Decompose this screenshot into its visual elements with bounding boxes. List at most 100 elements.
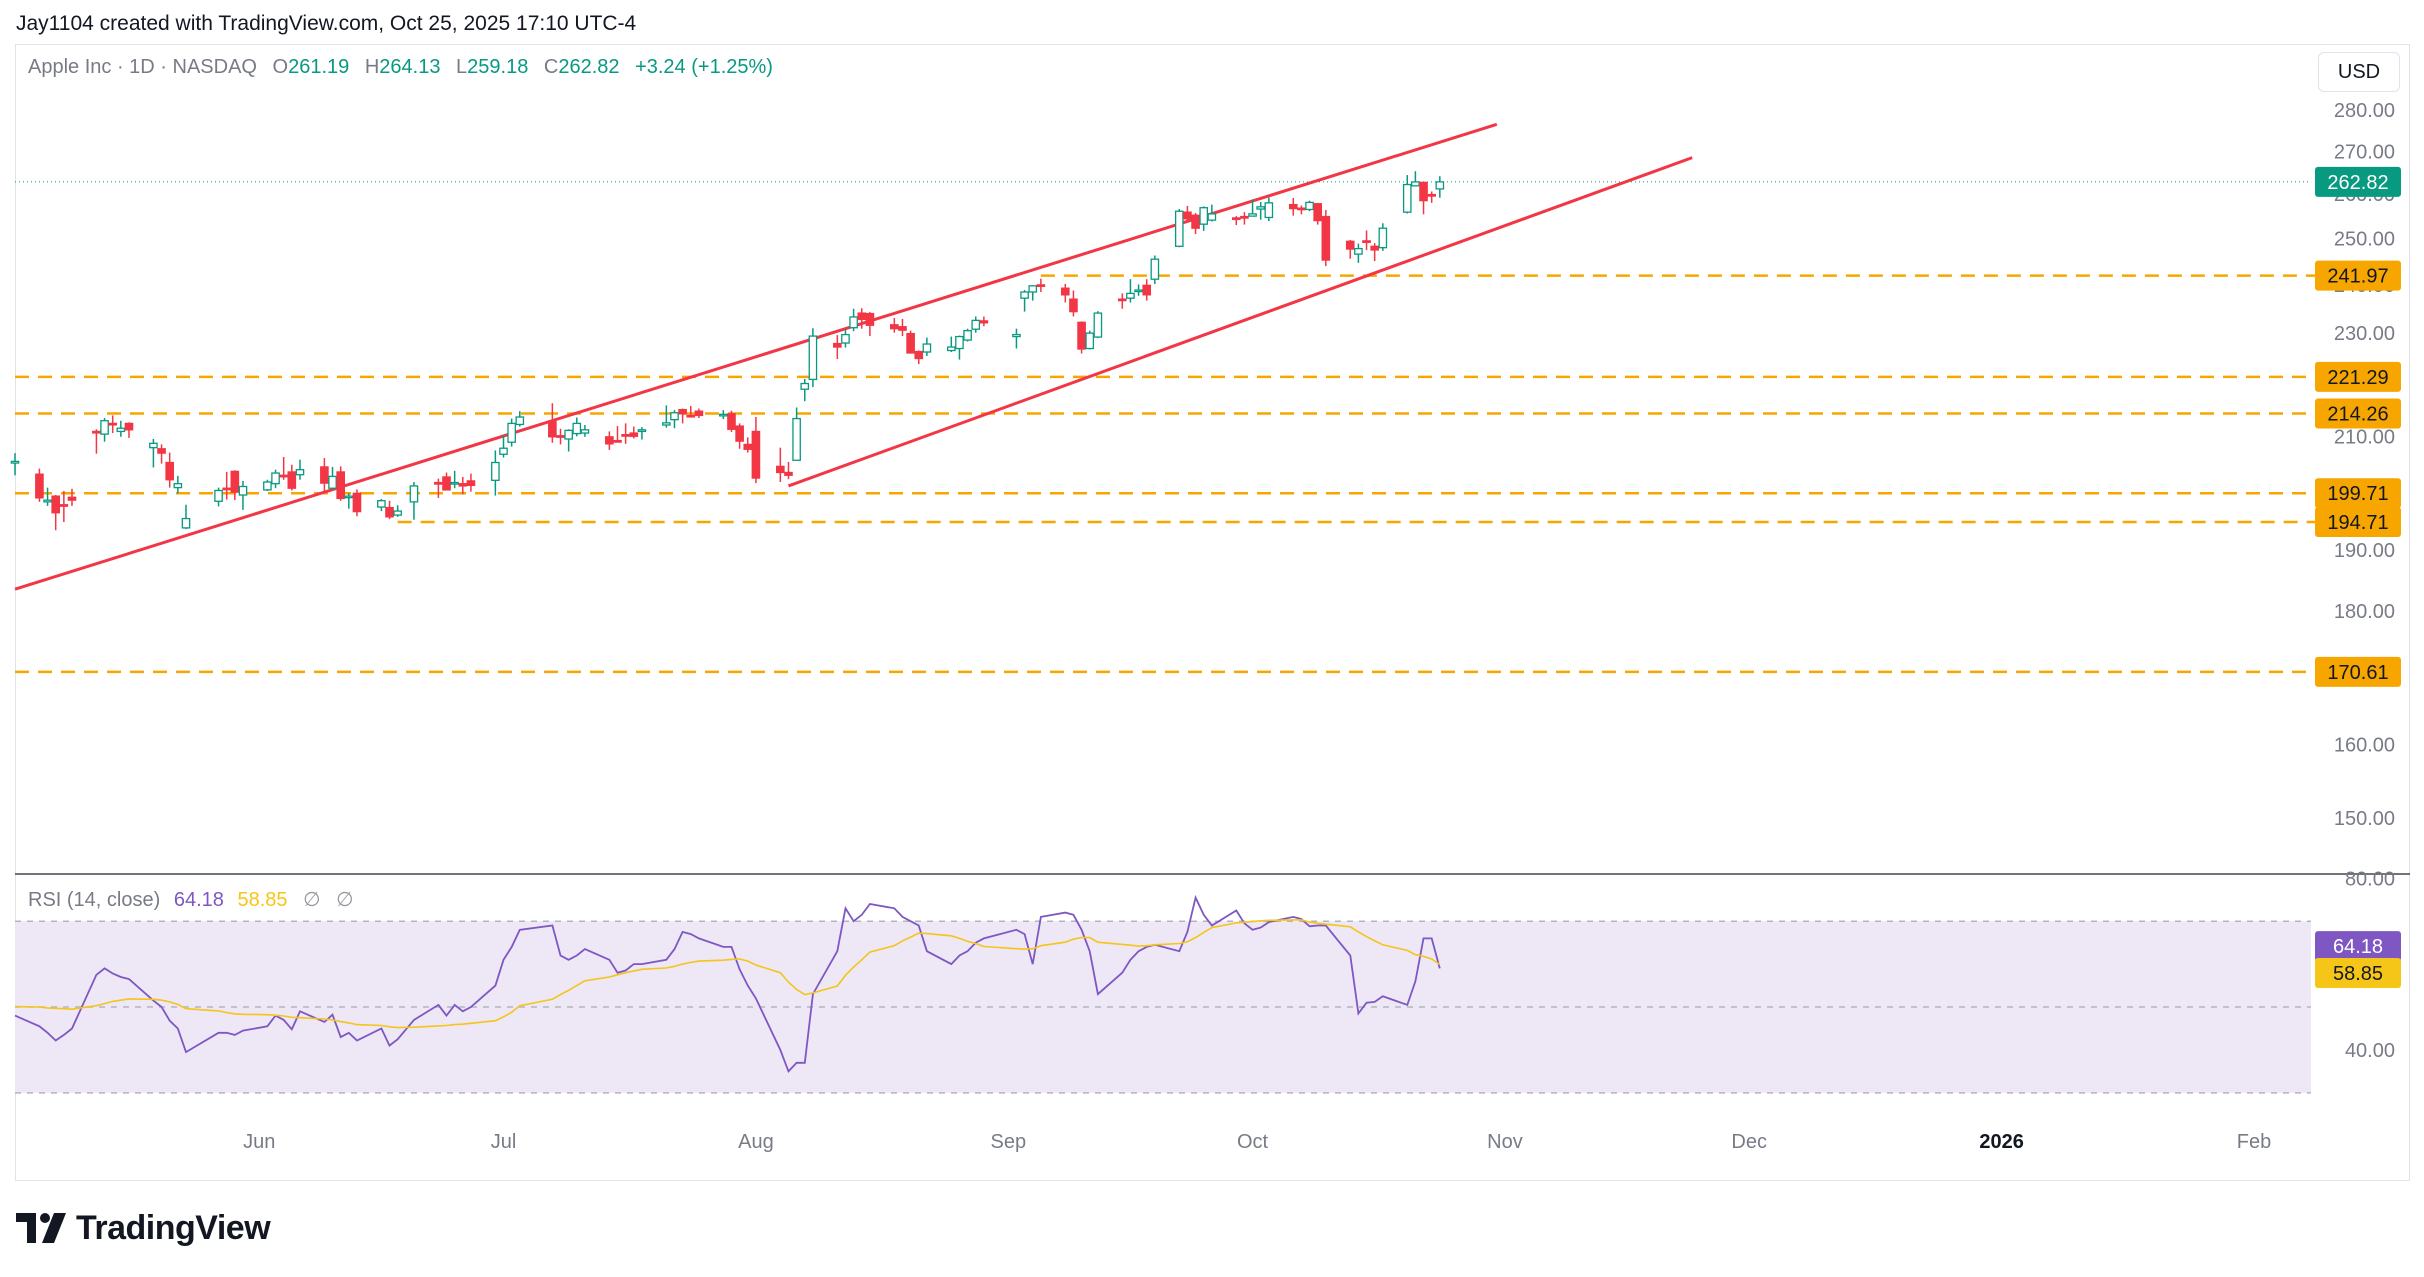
rsi-axis-tick: 40.00 xyxy=(2345,1040,2395,1062)
candle-body xyxy=(1427,193,1436,197)
candle xyxy=(1264,197,1274,222)
level-price-label-text: 194.71 xyxy=(2327,512,2388,534)
candle xyxy=(43,487,52,506)
candle xyxy=(59,491,69,523)
candle xyxy=(1248,199,1257,217)
candle-body xyxy=(1093,312,1103,338)
price-axis-tick: 250.00 xyxy=(2334,229,2395,251)
candle xyxy=(556,428,565,445)
rsi-series xyxy=(14,894,1441,1074)
candle-body xyxy=(434,481,443,485)
candle xyxy=(352,489,362,517)
candle xyxy=(890,317,899,333)
level-price-label-bg xyxy=(2315,361,2401,392)
candle-body xyxy=(792,417,801,461)
candle xyxy=(1085,330,1095,350)
candle-body xyxy=(336,471,345,500)
candle xyxy=(1199,206,1209,231)
candle xyxy=(548,403,557,443)
candle-body xyxy=(1419,181,1428,202)
candle xyxy=(1028,285,1038,301)
candle xyxy=(1240,212,1249,225)
candle xyxy=(1134,284,1143,296)
candle xyxy=(1435,176,1445,198)
candle-body xyxy=(238,485,248,496)
candle-body xyxy=(849,316,858,329)
candle xyxy=(1126,279,1135,303)
price-axis-tick: 210.00 xyxy=(2334,426,2395,448)
candle xyxy=(808,328,818,388)
last-price-label-bg xyxy=(2315,166,2401,197)
candle xyxy=(922,337,932,357)
level-price-label: 241.97 xyxy=(2315,260,2401,291)
candle-body xyxy=(59,504,69,507)
chart-attribution: Jay1104 created with TradingView.com, Oc… xyxy=(16,12,637,35)
tradingview-logo-text: TradingView xyxy=(76,1208,271,1247)
candle-body xyxy=(1012,333,1021,338)
symbol-title: Apple Inc · 1D · NASDAQ xyxy=(28,56,257,78)
candle-body xyxy=(1288,203,1298,210)
rsi-last-label-bg xyxy=(2315,931,2401,962)
candle-body xyxy=(1354,247,1363,255)
candle-body xyxy=(43,499,52,503)
candle xyxy=(507,418,516,447)
last-price-label: 262.82 xyxy=(2315,166,2401,197)
candle-body xyxy=(116,427,126,433)
candle xyxy=(1020,290,1029,312)
rsi-background xyxy=(15,873,2410,1094)
candle-body xyxy=(1036,284,1046,288)
candle xyxy=(841,329,850,348)
time-axis-tick: Nov xyxy=(1487,1131,1523,1153)
candle-body xyxy=(572,422,582,435)
candle xyxy=(1174,209,1184,248)
candle xyxy=(580,424,590,437)
support-resistance-levels xyxy=(15,274,2319,674)
candle xyxy=(686,405,696,418)
symbol-legend[interactable]: Apple Inc · 1D · NASDAQ O261.19 H264.13 … xyxy=(28,56,773,79)
candle xyxy=(108,415,118,434)
candle xyxy=(1313,202,1323,225)
candle xyxy=(173,475,183,494)
candle xyxy=(67,488,77,506)
candle xyxy=(1362,230,1371,250)
candle xyxy=(393,505,402,517)
candle-body xyxy=(1199,207,1209,225)
candlestick-series xyxy=(10,171,1445,531)
currency-button[interactable]: USD xyxy=(2318,52,2400,92)
time-axis-tick: Jun xyxy=(243,1131,275,1153)
candle xyxy=(271,469,280,489)
time-axis-tick: Jul xyxy=(491,1131,517,1153)
candle-body xyxy=(466,480,476,487)
chart-frame xyxy=(15,44,2410,1181)
candle xyxy=(1427,191,1436,203)
candle xyxy=(898,318,907,337)
empty-set-icon: ∅ xyxy=(303,889,321,911)
candle xyxy=(833,335,842,360)
candle-body xyxy=(287,471,297,489)
candle-body xyxy=(271,472,280,485)
candle-body xyxy=(751,430,761,479)
candle-body xyxy=(165,461,175,481)
candle xyxy=(1069,290,1078,317)
level-price-label-bg xyxy=(2315,478,2401,509)
candle-body xyxy=(1370,245,1380,251)
candle-body xyxy=(1313,203,1323,222)
tradingview-logo[interactable]: TradingView xyxy=(16,1208,271,1248)
rsi-legend[interactable]: RSI (14, close) 64.18 58.85 ∅ ∅ xyxy=(28,887,353,912)
candle-body xyxy=(344,495,354,499)
candle-body xyxy=(442,476,451,491)
candle xyxy=(450,470,459,489)
candle-body xyxy=(678,408,687,415)
candle-body xyxy=(1069,298,1078,313)
candle xyxy=(1012,328,1021,349)
candle xyxy=(605,431,614,450)
candle xyxy=(849,308,858,332)
candle-body xyxy=(1142,284,1152,296)
candle xyxy=(694,408,704,419)
time-axis-tick: Sep xyxy=(991,1131,1027,1153)
candle xyxy=(10,453,20,476)
candle-body xyxy=(1117,298,1127,302)
candle-body xyxy=(662,422,671,426)
candle xyxy=(491,450,500,496)
